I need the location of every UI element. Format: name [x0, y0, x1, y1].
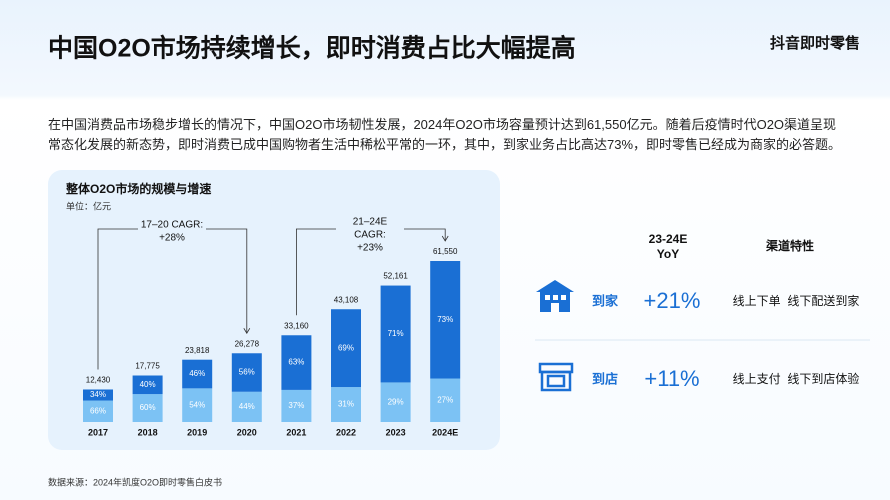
total-label: 43,108 — [334, 295, 359, 304]
x-tick-label: 2024E — [432, 427, 458, 437]
x-tick-label: 2021 — [286, 427, 306, 437]
bar-segment — [231, 353, 262, 392]
brand: 抖音即时零售 — [770, 34, 860, 52]
channel-yoy: +11% — [644, 366, 699, 391]
segment-label: 71% — [388, 329, 404, 338]
arrow-head — [441, 235, 449, 242]
segment-label: 46% — [189, 369, 205, 378]
column-header: YoY — [657, 247, 679, 261]
segment-label: 34% — [90, 390, 106, 399]
bar-segment — [132, 375, 163, 395]
source: 数据来源：2024年凯度O2O即时零售白皮书 — [48, 476, 222, 487]
store-icon-home — [536, 280, 574, 312]
total-label: 12,430 — [86, 376, 111, 385]
intro-text: 在中国消费品市场稳步增长的情况下，中国O2O市场韧性发展，2024年O2O市场容… — [48, 117, 842, 152]
bar-segment — [83, 389, 113, 401]
annotation: +28% — [159, 233, 185, 244]
bar-segment — [331, 387, 361, 422]
segment-label: 44% — [239, 402, 255, 411]
x-tick-label: 2019 — [187, 427, 207, 437]
bar-segment — [83, 400, 113, 422]
bar-segment — [231, 391, 262, 422]
bar-segment — [430, 378, 461, 422]
bar-segment — [281, 335, 312, 390]
bar-segment — [281, 389, 312, 422]
annotation: 17–20 CAGR: — [141, 220, 203, 231]
bar-segment — [430, 261, 461, 379]
segment-label: 56% — [239, 368, 255, 377]
x-tick-label: 2017 — [88, 427, 108, 437]
bar-segment — [380, 285, 411, 383]
bar-segment — [331, 309, 361, 388]
chart-unit: 单位：亿元 — [66, 200, 111, 211]
bar-segment — [182, 359, 213, 389]
chart-title: 整体O2O市场的规模与增速 — [65, 181, 211, 196]
bar-segment — [380, 382, 411, 422]
segment-label: 63% — [288, 358, 304, 367]
segment-label: 37% — [288, 401, 304, 410]
x-tick-label: 2023 — [386, 427, 406, 437]
total-label: 17,775 — [135, 362, 160, 371]
annotation: 21–24E — [353, 217, 388, 228]
annotation: CAGR: — [354, 230, 386, 241]
channel-name: 到家 — [592, 293, 619, 308]
segment-label: 66% — [90, 406, 106, 415]
annotation: +23% — [357, 243, 383, 254]
segment-label: 27% — [437, 395, 453, 404]
channel-feature: 线上下单 线下配送到家 — [733, 293, 860, 308]
total-label: 26,278 — [235, 339, 260, 348]
annotation-bg — [138, 217, 206, 245]
bar-segment — [132, 394, 163, 422]
arrow-head — [243, 328, 251, 335]
column-header: 23-24E — [649, 232, 688, 246]
segment-label: 31% — [338, 400, 354, 409]
segment-label: 73% — [437, 315, 453, 324]
slide-title: 中国O2O市场持续增长，即时消费占比大幅提高 — [48, 34, 576, 63]
total-label: 33,160 — [284, 321, 309, 330]
total-label: 61,550 — [433, 247, 458, 256]
channel-name: 到店 — [592, 371, 618, 386]
store-icon-shop — [538, 362, 574, 392]
segment-label: 29% — [388, 397, 404, 406]
bar-segment — [182, 388, 213, 422]
total-label: 23,818 — [185, 346, 210, 355]
x-tick-label: 2020 — [237, 427, 257, 437]
segment-label: 60% — [140, 403, 156, 412]
x-tick-label: 2022 — [336, 427, 356, 437]
channel-feature: 线上支付 线下到店体验 — [733, 371, 860, 386]
total-label: 52,161 — [383, 272, 408, 281]
segment-label: 40% — [140, 380, 156, 389]
segment-label: 54% — [189, 400, 205, 409]
segment-label: 69% — [338, 343, 354, 352]
column-header: 渠道特性 — [766, 238, 814, 253]
channel-yoy: +21% — [644, 288, 701, 313]
x-tick-label: 2018 — [138, 427, 158, 437]
annotation-bg — [336, 214, 404, 255]
